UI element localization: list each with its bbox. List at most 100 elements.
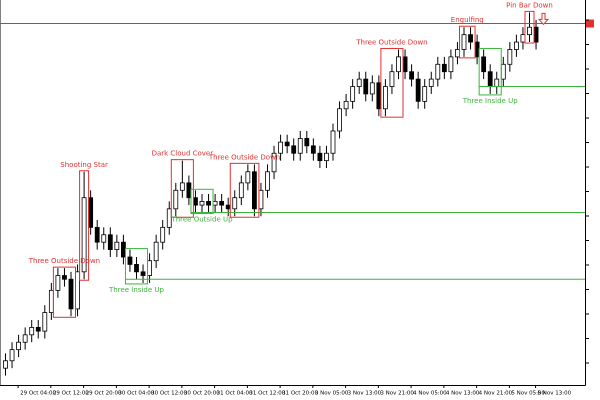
candle-body (29, 327, 35, 336)
pattern-label: Shooting Star (60, 161, 108, 169)
candle-body (278, 141, 284, 154)
candle-body (193, 197, 198, 206)
candle-body (422, 86, 428, 102)
candle-body (317, 152, 323, 162)
x-tick-label: 3 Nov 05:00 (315, 391, 349, 397)
candle-body (310, 145, 316, 154)
candle-body (343, 100, 349, 110)
pin-bar-arrow (537, 12, 550, 26)
candle-body (389, 71, 395, 87)
x-tick-label: 29 Oct 12:00 (53, 391, 89, 397)
candle-body (173, 189, 179, 210)
x-tick-label: 5 Nov 05:00 (511, 391, 545, 397)
candle-body (48, 289, 54, 313)
pattern-label: Three Outside Down (208, 153, 280, 161)
pattern-label: Three Outside Down (28, 257, 100, 265)
x-tick-label: 4 Nov 13:00 (446, 391, 480, 397)
candle-body (330, 130, 336, 154)
candle-body (527, 26, 532, 36)
candle-body (55, 275, 61, 291)
candle-body (297, 138, 303, 154)
pattern-label: Three Inside Up (462, 97, 518, 105)
pattern-box (52, 266, 77, 318)
candle-body (291, 145, 297, 154)
candle-body (396, 56, 401, 73)
candle-body (487, 71, 493, 87)
candle-body (494, 78, 500, 87)
candle-body (212, 201, 218, 206)
candle-body (121, 241, 126, 258)
candle-body (81, 197, 87, 273)
candle-body (258, 189, 264, 210)
candle-body (114, 241, 120, 250)
x-tick-label: 30 Oct 04:00 (118, 391, 154, 397)
pattern-box (124, 248, 149, 285)
candle-body (238, 182, 244, 199)
pattern-box (380, 47, 404, 118)
candle-body (62, 275, 67, 280)
candle-body (448, 56, 454, 73)
candle-body (160, 226, 166, 243)
candle-body (140, 271, 146, 276)
candle-body (186, 182, 192, 199)
candle-body (363, 78, 369, 95)
candle-body (304, 138, 310, 147)
x-tick-label: 31 Oct 04:00 (217, 391, 253, 397)
pattern-box (229, 162, 260, 218)
x-tick-label: 31 Oct 12:00 (249, 391, 285, 397)
candle-body (9, 349, 15, 362)
candle-body (376, 82, 382, 110)
pattern-box (459, 25, 476, 59)
x-tick-label: 4 Nov 05:00 (413, 391, 447, 397)
pattern-box (524, 10, 535, 44)
candle-body (428, 78, 434, 87)
pattern-box (170, 159, 194, 218)
candle-body (22, 334, 28, 343)
pattern-label: Dark Cloud Cover (152, 150, 214, 158)
candle-body (382, 86, 388, 110)
candle-body (369, 82, 375, 95)
candle-body (16, 341, 22, 351)
candle-body (350, 86, 356, 102)
candle-body (514, 41, 519, 50)
x-tick-label: 30 Oct 20:00 (184, 391, 220, 397)
candle-body (68, 278, 74, 310)
candle-body (507, 49, 513, 65)
candle-body (468, 34, 473, 43)
candle-body (134, 264, 139, 273)
pattern-label: Three Outside Down (355, 38, 427, 46)
x-tick-label: 4 Nov 21:00 (479, 391, 513, 397)
candle-body (500, 63, 506, 80)
candle-body (481, 56, 487, 73)
candle-body (75, 271, 80, 310)
candle-body (166, 208, 172, 228)
x-tick-label: 29 Oct 20:00 (86, 391, 122, 397)
candle-body (199, 201, 205, 206)
candle-body (455, 49, 460, 58)
pattern-label: Three Outside Up (170, 216, 233, 224)
candle-body (206, 201, 211, 206)
candle-body (474, 41, 480, 58)
candle-body (225, 204, 231, 210)
pattern-box (478, 47, 502, 96)
candle-body (520, 34, 526, 43)
candle-body (101, 234, 107, 243)
x-tick-label: 30 Oct 12:00 (151, 391, 187, 397)
candle-body (35, 327, 41, 332)
candle-body (415, 78, 421, 102)
pattern-label: Engulfing (451, 16, 484, 24)
candle-body (324, 152, 329, 162)
x-tick-label: 31 Oct 20:00 (282, 391, 318, 397)
price-marker (586, 19, 594, 28)
candle-body (461, 34, 467, 50)
pattern-label: Three Inside Up (108, 286, 164, 294)
candle-body (94, 226, 100, 243)
candle-body (435, 63, 441, 80)
pattern-box (79, 170, 90, 281)
candle-body (271, 152, 277, 173)
candle-body (219, 201, 225, 206)
candle-body (42, 312, 48, 332)
x-tick-label: 5 Nov 13:00 (538, 391, 572, 397)
candle-body (232, 197, 238, 210)
